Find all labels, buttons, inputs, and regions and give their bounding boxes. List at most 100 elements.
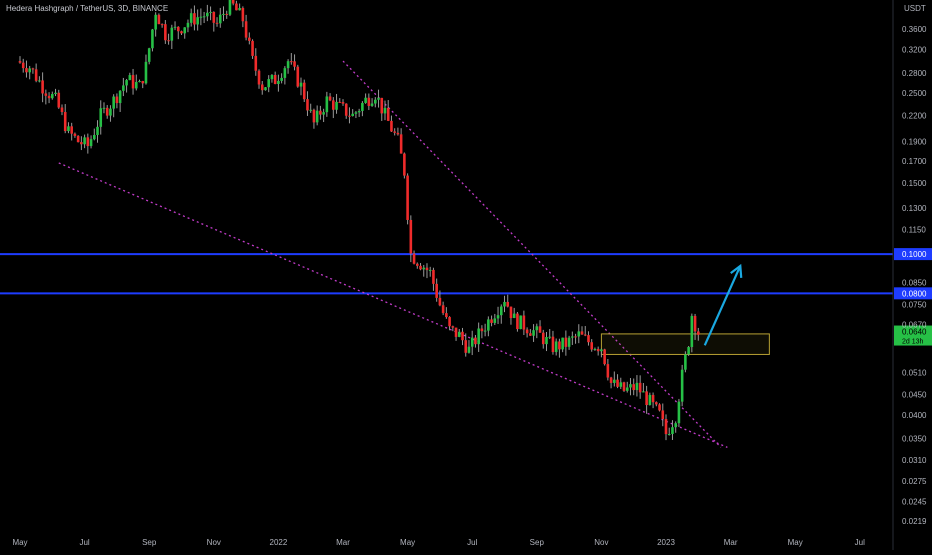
candle-up [228,0,232,15]
x-tick-label: Jul [467,538,477,547]
candle-up [125,80,128,86]
y-tick-label: 0.2800 [902,69,927,78]
candle-down [367,97,371,106]
horizontal-levels: 0.1000 0.0800 0.0640 2d 13h [0,248,932,346]
candle-down [235,3,238,11]
candle-down [260,84,264,91]
candle-up [532,330,535,336]
candle-down [558,341,561,350]
candle-down [632,384,635,391]
candle-down [474,337,477,345]
candle-down [105,107,109,116]
candle-up [134,82,138,89]
candle-up [315,110,319,123]
candle-up [357,110,361,113]
candle-up [483,330,487,332]
candle-down [25,68,28,73]
candle-down [415,263,419,266]
candle-down [60,107,64,113]
candle-down [693,315,697,332]
candle-up [335,101,338,110]
candle-up [561,337,564,350]
candle-down [164,24,167,41]
candle-down [257,70,261,85]
candle-up [351,113,354,117]
x-tick-label: Mar [724,538,738,547]
candle-down [160,24,164,26]
candle-up [519,315,522,330]
x-tick-label: Sep [530,538,545,547]
candle-down [244,21,248,38]
candle-up [83,137,86,145]
trend-lines [58,60,728,448]
candle-down [590,342,594,350]
candle-up [183,27,187,34]
candle-up [571,336,574,338]
candle-down [348,115,351,117]
candle-down [538,326,542,333]
x-tick-label: Jul [79,538,89,547]
candle-up [54,92,57,95]
arrow-shaft [703,265,742,346]
candle-up [270,74,274,80]
countdown-label: 2d 13h [902,339,924,346]
candle-up [218,14,222,24]
candle-down [697,331,700,335]
candle-down [63,112,67,132]
y-tick-label: 0.0850 [902,279,927,288]
candle-down [622,382,626,391]
candle-down [44,93,48,96]
y-tick-label: 0.0310 [902,456,927,465]
candle-down [157,14,161,25]
x-tick-label: Jul [855,538,865,547]
candle-down [506,301,510,307]
candle-down [606,364,610,378]
candle-up [374,99,377,104]
candle-down [180,31,183,34]
y-tick-label: 0.1300 [902,204,927,213]
candle-down [332,100,335,110]
candle-down [564,337,568,347]
candle-down [18,61,22,63]
candle-down [412,253,416,264]
candle-up [457,331,461,337]
candle-up [642,391,645,393]
x-axis: May Jul Sep Nov 2022 Mar May Jul Sep Nov 2023 Mar Ma… [12,538,865,547]
y-tick-label: 0.2200 [902,112,927,121]
y-tick-label: 0.0400 [902,411,927,420]
candle-up [361,102,364,111]
candle-up [238,7,241,11]
candle-up [428,269,432,271]
candle-down [293,61,296,67]
candle-down [212,11,216,23]
candle-down [541,332,545,345]
y-tick-label: 0.0450 [902,390,927,399]
candle-down [254,55,258,71]
candle-up [667,434,671,436]
y-tick-label: 0.2500 [902,89,927,98]
y-tick-label: 0.0350 [902,435,927,444]
candle-up [467,346,471,353]
candle-up [199,16,203,18]
candle-down [290,61,293,63]
candle-down [399,134,403,154]
candle-down [661,410,665,420]
y-tick-label: 0.1700 [902,157,927,166]
candle-down [445,313,448,318]
candle-up [684,354,687,370]
candle-up [92,134,96,140]
x-tick-label: Mar [336,538,350,547]
y-tick-label: 0.3200 [902,46,927,55]
candle-down [425,267,429,271]
candle-up [422,267,426,270]
candle-up [286,61,290,69]
candle-down [306,99,309,111]
candle-up [499,306,503,316]
candle-down [603,349,606,365]
candle-up [625,387,629,391]
candle-down [403,153,406,176]
candle-up [322,112,325,115]
x-tick-label: May [788,538,803,547]
